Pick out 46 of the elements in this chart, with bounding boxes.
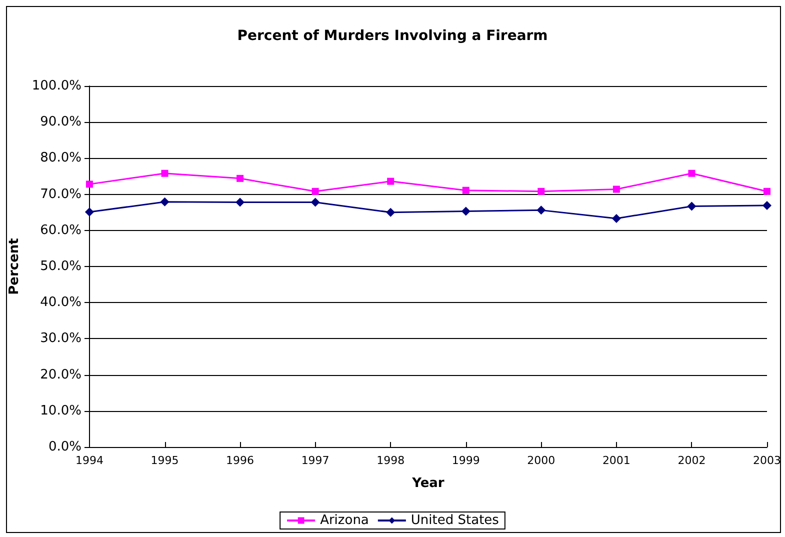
point [612,214,621,223]
point [536,206,546,215]
point [688,170,696,177]
y-tick-label: 50.0% [40,259,82,274]
x-tick-label: 1995 [150,454,179,467]
x-tick-label: 2002 [678,454,706,467]
point [84,207,94,216]
y-tick-label: 80.0% [40,150,82,166]
legend-label: Arizona [320,513,369,528]
point [462,186,470,194]
y-axis-title: Percent [7,238,22,295]
point [762,200,772,210]
y-tick-label: 90.0% [40,114,82,130]
point [386,208,396,217]
y-tick-label: 100.0% [32,78,82,94]
point [538,188,545,195]
point [612,186,620,193]
y-tick-label: 0.0% [48,440,82,454]
y-tick-label: 20.0% [40,367,82,382]
y-tick-label: 10.0% [40,403,82,418]
point [461,206,470,216]
x-tick-label: 1996 [226,454,254,467]
point [161,170,168,177]
legend-label: United States [410,513,500,528]
y-tick-label: 30.0% [40,331,82,346]
x-tick-label: 2003 [753,454,781,467]
x-tick-label: 1997 [301,454,330,467]
y-tick-label: 40.0% [40,295,82,310]
y-tick-label: 70.0% [40,186,82,202]
x-axis-title: Year [411,476,445,491]
y-tick-label: 60.0% [40,222,82,238]
x-tick-label: 1994 [75,454,104,467]
point [236,174,244,182]
point [764,188,770,195]
point [687,202,696,211]
point [160,197,170,206]
point [236,198,245,207]
chart-title: Percent of Murders Involving a Firearm [237,28,548,44]
point [86,180,93,188]
x-tick-label: 1999 [452,454,480,467]
point [387,178,394,185]
x-tick-label: 2001 [602,454,630,467]
x-tick-label: 1998 [376,454,405,467]
x-tick-label: 2000 [527,454,556,467]
point [310,198,320,207]
point [312,188,319,195]
